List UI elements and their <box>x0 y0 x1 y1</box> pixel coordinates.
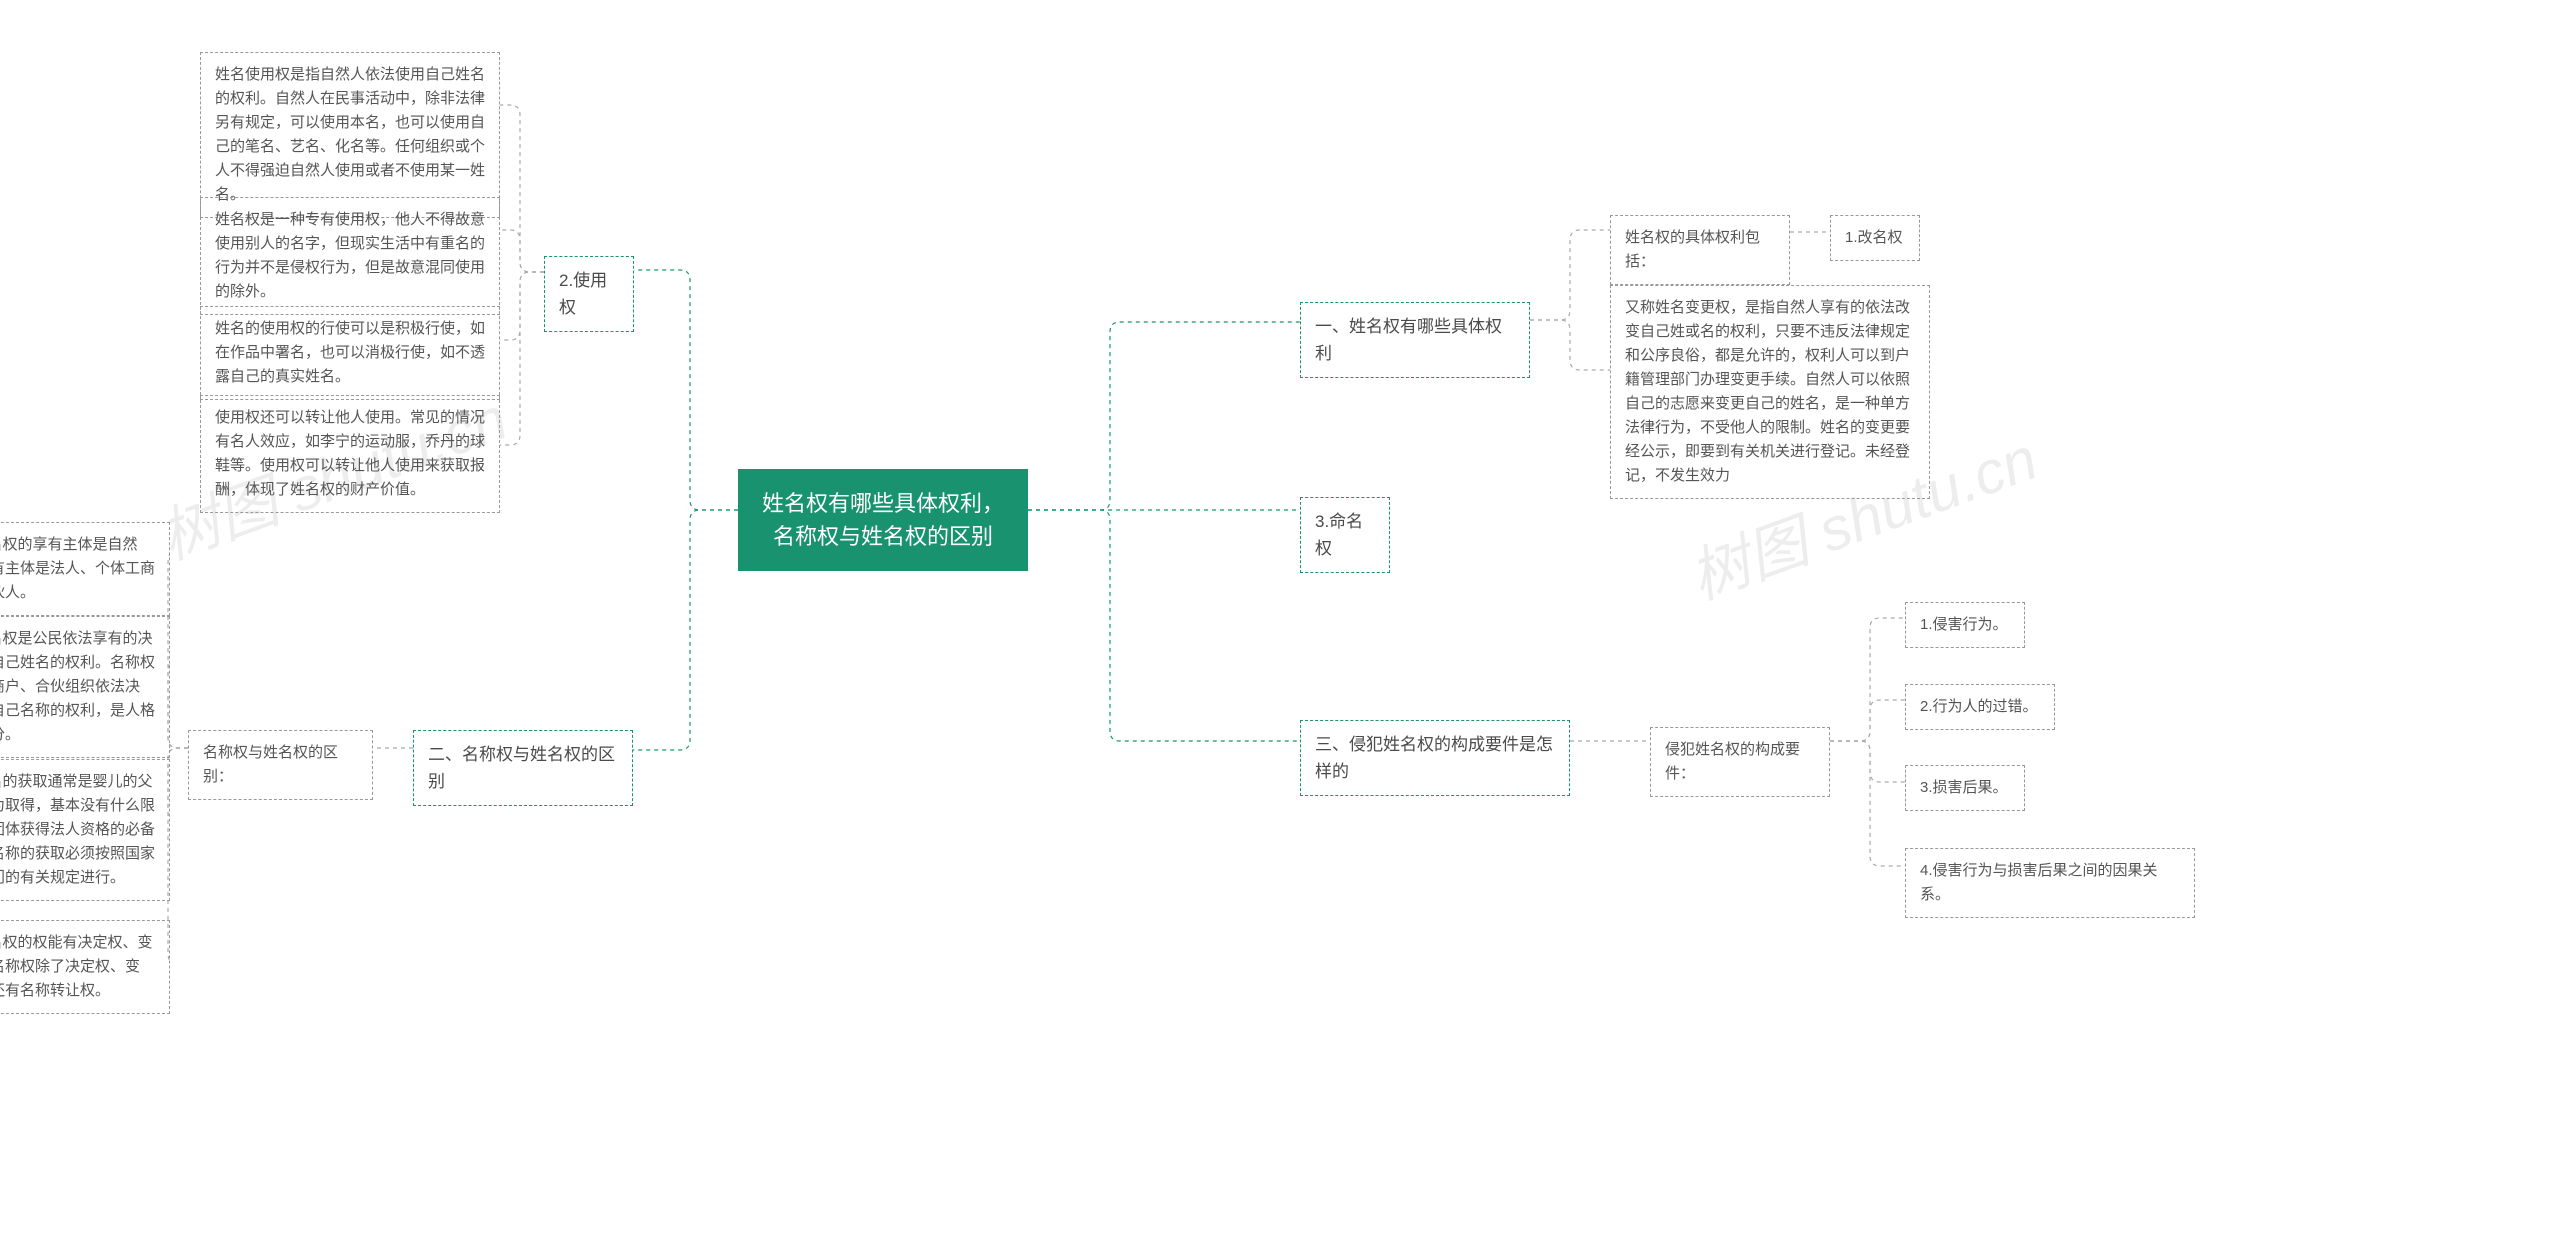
cat-right-1-sub-1-leaf-1: 1.改名权 <box>1830 215 1920 261</box>
cat-left-1-leaf-2: 姓名权是一种专有使用权，他人不得故意使用别人的名字，但现实生活中有重名的行为并不… <box>200 197 500 315</box>
root-node: 姓名权有哪些具体权利，名称权与姓名权的区别 <box>738 469 1028 571</box>
cat-left-2-leaf-1: 1.主体不同。姓名权的享有主体是自然人，名称权的享有主体是法人、个体工商户、个人… <box>0 522 170 616</box>
cat-right-1: 一、姓名权有哪些具体权利 <box>1300 302 1530 378</box>
cat-right-2: 3.命名权 <box>1300 497 1390 573</box>
cat-left-2-sub-1: 名称权与姓名权的区别： <box>188 730 373 800</box>
cat-right-1-sub-1: 姓名权的具体权利包括： <box>1610 215 1790 285</box>
cat-right-1-leaf-2: 又称姓名变更权，是指自然人享有的依法改变自己姓或名的权利，只要不违反法律规定和公… <box>1610 285 1930 499</box>
cat-right-3-leaf-2: 2.行为人的过错。 <box>1905 684 2055 730</box>
cat-left-2-leaf-4: 4.权能不同。姓名权的权能有决定权、变更权和使用权；名称权除了决定权、变更、使用… <box>0 920 170 1014</box>
cat-left-1: 2.使用权 <box>544 256 634 332</box>
cat-right-3-leaf-1: 1.侵害行为。 <box>1905 602 2025 648</box>
cat-right-3: 三、侵犯姓名权的构成要件是怎样的 <box>1300 720 1570 796</box>
cat-left-1-leaf-3: 姓名的使用权的行使可以是积极行使，如在作品中署名，也可以消极行使，如不透露自己的… <box>200 306 500 400</box>
cat-left-1-leaf-1: 姓名使用权是指自然人依法使用自己姓名的权利。自然人在民事活动中，除非法律另有规定… <box>200 52 500 218</box>
cat-right-3-sub-1: 侵犯姓名权的构成要件： <box>1650 727 1830 797</box>
cat-right-3-leaf-4: 4.侵害行为与损害后果之间的因果关系。 <box>1905 848 2195 918</box>
cat-left-2-leaf-3: 3.限制不同。姓名的获取通常是婴儿的父母或其他亲属代为取得，基本没有什么限制；名… <box>0 759 170 901</box>
cat-left-1-leaf-4: 使用权还可以转让他人使用。常见的情况有名人效应，如李宁的运动服，乔丹的球鞋等。使… <box>200 395 500 513</box>
cat-right-3-leaf-3: 3.损害后果。 <box>1905 765 2025 811</box>
cat-left-2-leaf-2: 2.内涵不同。姓名权是公民依法享有的决定、使用、改变自己姓名的权利。名称权是法人… <box>0 616 170 758</box>
cat-left-2: 二、名称权与姓名权的区别 <box>413 730 633 806</box>
